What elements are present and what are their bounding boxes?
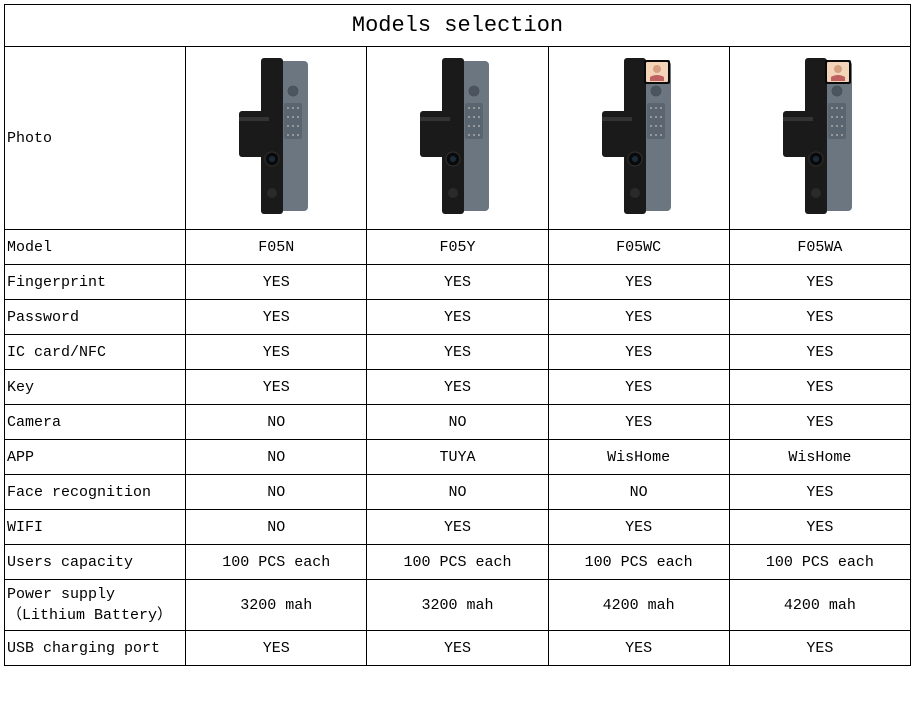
table-row: IC card/NFCYESYESYESYES [5, 335, 911, 370]
smart-lock-image [594, 53, 684, 218]
row-label: Key [5, 370, 186, 405]
row-label: Password [5, 300, 186, 335]
data-cell: YES [367, 370, 548, 405]
data-cell: F05WC [548, 230, 729, 265]
data-cell: YES [367, 335, 548, 370]
table-row: ModelF05NF05YF05WCF05WA [5, 230, 911, 265]
data-cell: YES [548, 335, 729, 370]
title-row: Models selection [5, 5, 911, 47]
data-cell: 3200 mah [186, 580, 367, 631]
data-cell: F05WA [729, 230, 910, 265]
table-row: Power supply（Lithium Battery）3200 mah320… [5, 580, 911, 631]
photo-cell [729, 47, 910, 230]
row-label: WIFI [5, 510, 186, 545]
models-selection-table: Models selection PhotoModelF05NF05YF05WC… [4, 4, 911, 666]
table-row: FingerprintYESYESYESYES [5, 265, 911, 300]
data-cell: YES [548, 510, 729, 545]
smart-lock-image [775, 53, 865, 218]
row-label: Fingerprint [5, 265, 186, 300]
data-cell: F05N [186, 230, 367, 265]
data-cell: YES [729, 370, 910, 405]
photo-cell [367, 47, 548, 230]
data-cell: 3200 mah [367, 580, 548, 631]
row-label: USB charging port [5, 631, 186, 666]
data-cell: NO [186, 405, 367, 440]
data-cell: YES [729, 631, 910, 666]
data-cell: YES [729, 405, 910, 440]
data-cell: 100 PCS each [729, 545, 910, 580]
smart-lock-image [231, 53, 321, 218]
table-row: Face recognitionNONONOYES [5, 475, 911, 510]
table-row: CameraNONOYESYES [5, 405, 911, 440]
data-cell: YES [729, 510, 910, 545]
row-label: Face recognition [5, 475, 186, 510]
row-label: IC card/NFC [5, 335, 186, 370]
data-cell: YES [186, 300, 367, 335]
data-cell: NO [186, 440, 367, 475]
data-cell: 4200 mah [548, 580, 729, 631]
table-row: APPNOTUYAWisHomeWisHome [5, 440, 911, 475]
data-cell: YES [548, 631, 729, 666]
row-label: Camera [5, 405, 186, 440]
data-cell: YES [367, 510, 548, 545]
data-cell: 4200 mah [729, 580, 910, 631]
data-cell: NO [186, 475, 367, 510]
table-row: KeyYESYESYESYES [5, 370, 911, 405]
data-cell: WisHome [729, 440, 910, 475]
data-cell: YES [548, 370, 729, 405]
data-cell: YES [186, 335, 367, 370]
row-label: Users capacity [5, 545, 186, 580]
row-label: Model [5, 230, 186, 265]
smart-lock-image [412, 53, 502, 218]
data-cell: YES [367, 631, 548, 666]
data-cell: NO [186, 510, 367, 545]
data-cell: YES [729, 335, 910, 370]
data-cell: 100 PCS each [186, 545, 367, 580]
photo-cell [186, 47, 367, 230]
data-cell: NO [367, 405, 548, 440]
row-label: Photo [5, 47, 186, 230]
data-cell: YES [729, 475, 910, 510]
row-label: APP [5, 440, 186, 475]
table-row: USB charging portYESYESYESYES [5, 631, 911, 666]
photo-cell [548, 47, 729, 230]
data-cell: YES [186, 265, 367, 300]
data-cell: YES [548, 405, 729, 440]
data-cell: YES [729, 300, 910, 335]
data-cell: YES [729, 265, 910, 300]
data-cell: YES [548, 300, 729, 335]
row-label: Power supply（Lithium Battery） [5, 580, 186, 631]
data-cell: NO [367, 475, 548, 510]
table-row: PasswordYESYESYESYES [5, 300, 911, 335]
data-cell: YES [186, 631, 367, 666]
table-title: Models selection [5, 5, 911, 47]
data-cell: TUYA [367, 440, 548, 475]
table-row: WIFINOYESYESYES [5, 510, 911, 545]
data-cell: 100 PCS each [548, 545, 729, 580]
data-cell: F05Y [367, 230, 548, 265]
table-row: Photo [5, 47, 911, 230]
data-cell: WisHome [548, 440, 729, 475]
data-cell: YES [548, 265, 729, 300]
data-cell: YES [186, 370, 367, 405]
data-cell: 100 PCS each [367, 545, 548, 580]
table-row: Users capacity100 PCS each100 PCS each10… [5, 545, 911, 580]
data-cell: YES [367, 300, 548, 335]
data-cell: NO [548, 475, 729, 510]
data-cell: YES [367, 265, 548, 300]
